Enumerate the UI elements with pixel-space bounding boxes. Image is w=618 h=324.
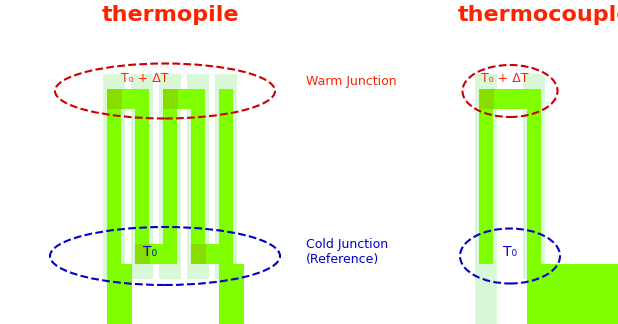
Text: thermocouple: thermocouple [458,5,618,25]
Bar [107,89,122,109]
Bar [135,89,149,264]
Bar [191,244,233,264]
Bar [219,264,244,324]
Bar [163,89,177,264]
Bar [479,89,494,109]
Text: thermopile: thermopile [101,5,239,25]
Bar [191,244,206,264]
Bar [159,74,181,279]
Bar [219,89,233,264]
Bar [163,89,205,109]
Bar [135,244,177,264]
Text: Cold Junction
(Reference): Cold Junction (Reference) [306,238,388,266]
Bar [135,244,150,264]
Text: T₀ + ΔT: T₀ + ΔT [481,73,529,86]
Bar [215,74,237,279]
Bar [163,89,179,109]
Bar [131,74,153,279]
Bar [107,264,132,324]
Bar [527,264,618,324]
Text: Warm Junction: Warm Junction [306,75,397,87]
Bar [107,89,121,264]
Bar [191,89,205,264]
Bar [103,74,125,279]
Bar [479,89,493,264]
Bar [527,89,541,264]
Text: T₀: T₀ [503,245,517,259]
Bar [107,89,149,109]
Bar [523,74,545,279]
Bar [475,74,497,279]
Bar [475,279,497,324]
Text: T₀: T₀ [143,245,157,259]
Text: T₀ + ΔT: T₀ + ΔT [121,73,169,86]
Bar [479,89,541,109]
Bar [187,74,209,279]
